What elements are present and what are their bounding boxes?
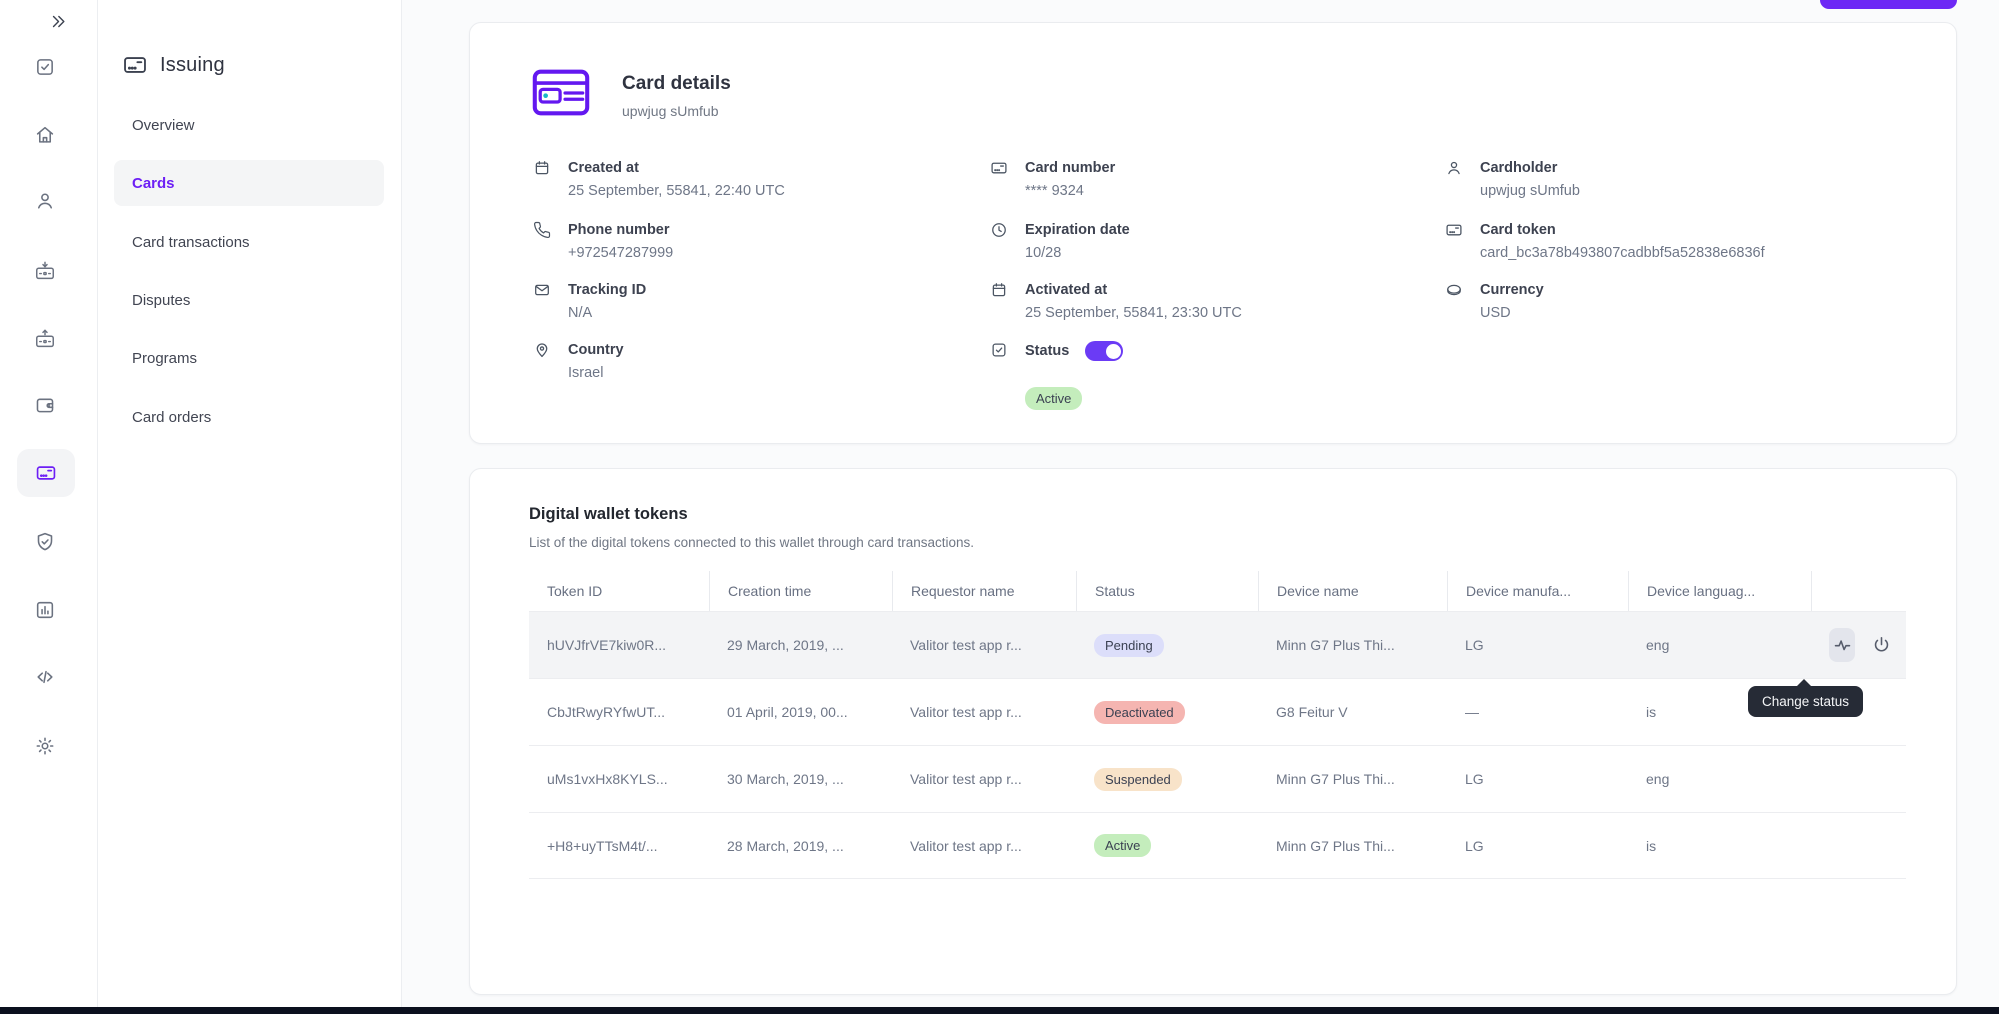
sidebar-item-overview[interactable]: Overview <box>132 116 195 134</box>
clock-icon <box>990 221 1008 239</box>
tokens-table: Token ID Creation time Requestor name St… <box>529 571 1906 879</box>
table-row[interactable]: uMs1vxHx8KYLS... 30 March, 2019, ... Val… <box>529 745 1906 812</box>
card-in-icon[interactable] <box>22 248 68 294</box>
rail-item-issuing-card-icon[interactable] <box>17 449 75 497</box>
row-status-badge: Deactivated <box>1094 700 1185 724</box>
map-pin-icon <box>533 341 551 359</box>
col-status[interactable]: Status <box>1076 571 1258 611</box>
col-actions <box>1811 571 1906 611</box>
field-currency: Currency USD <box>1447 281 1544 321</box>
bottom-edge-bar <box>0 1007 1999 1014</box>
user-icon <box>1445 159 1463 177</box>
sidebar-header: Issuing <box>122 52 225 78</box>
coin-icon <box>1445 281 1463 299</box>
tasks-checkbox-icon[interactable] <box>22 44 68 90</box>
home-icon[interactable] <box>22 112 68 158</box>
row-status-badge: Active <box>1094 834 1152 857</box>
settings-gear-icon[interactable] <box>22 723 68 769</box>
reports-chart-icon[interactable] <box>22 587 68 633</box>
change-status-button[interactable] <box>1829 628 1855 662</box>
calendar-icon <box>533 159 551 177</box>
cardholder-subtitle: upwjug sUmfub <box>622 103 719 119</box>
field-country: Country Israel <box>536 341 624 381</box>
col-creation-time[interactable]: Creation time <box>709 571 892 611</box>
table-row[interactable]: hUVJfrVE7kiw0R... 29 March, 2019, ... Va… <box>529 611 1906 678</box>
table-header-row: Token ID Creation time Requestor name St… <box>529 571 1906 611</box>
status-toggle[interactable] <box>1085 341 1124 361</box>
col-device-name[interactable]: Device name <box>1258 571 1447 611</box>
field-status: Status Active <box>992 341 1124 410</box>
checkbox-icon <box>990 341 1008 359</box>
sidebar-item-disputes[interactable]: Disputes <box>132 291 191 309</box>
page-title: Card details <box>622 73 731 94</box>
sidebar-item-card-orders[interactable]: Card orders <box>132 408 212 426</box>
digital-wallet-tokens-panel: Digital wallet tokens List of the digita… <box>469 468 1957 995</box>
row-status-badge: Suspended <box>1094 767 1182 791</box>
row-status-badge: Pending <box>1094 633 1164 657</box>
field-phone-number: Phone number +972547287999 <box>533 221 673 261</box>
field-card-token: Card token card_bc3a78b493807cadbbf5a528… <box>1446 221 1765 261</box>
issuing-sidebar: Issuing Overview Cards Card transactions… <box>98 0 402 1007</box>
field-cardholder: Cardholder upwjug sUmfub <box>1448 159 1580 199</box>
col-requestor-name[interactable]: Requestor name <box>892 571 1076 611</box>
pulse-icon <box>1834 639 1850 650</box>
credit-card-icon <box>1445 221 1463 239</box>
col-token-id[interactable]: Token ID <box>547 583 603 599</box>
phone-icon <box>533 221 551 239</box>
sidebar-item-programs[interactable]: Programs <box>132 349 198 367</box>
field-activated-at: Activated at 25 September, 55841, 23:30 … <box>992 281 1242 321</box>
change-status-tooltip: Change status <box>1748 679 1864 717</box>
sidebar-title: Issuing <box>160 53 225 76</box>
developers-code-icon[interactable] <box>22 654 68 700</box>
card-details-panel: Card details upwjug sUmfub Created at 25… <box>469 22 1957 444</box>
power-icon <box>1874 636 1888 651</box>
sidebar-item-cards[interactable]: Cards <box>114 160 384 206</box>
issuing-card-icon <box>124 57 146 73</box>
compliance-shield-icon[interactable] <box>22 519 68 565</box>
field-tracking-id: Tracking ID N/A <box>535 281 646 321</box>
wallet-icon[interactable] <box>22 382 68 428</box>
table-row[interactable]: +H8+uyTTsM4t/... 28 March, 2019, ... Val… <box>529 812 1906 879</box>
credit-card-icon <box>990 159 1008 177</box>
deactivate-power-button[interactable] <box>1868 628 1894 662</box>
field-created-at: Created at 25 September, 55841, 22:40 UT… <box>535 159 785 199</box>
icon-rail <box>0 0 98 1007</box>
primary-action-button[interactable] <box>1820 0 1957 9</box>
sidebar-expand-icon[interactable] <box>44 8 72 34</box>
card-details-icon <box>532 69 590 116</box>
field-expiration-date: Expiration date 10/28 <box>992 221 1130 261</box>
calendar-icon <box>990 281 1008 299</box>
col-device-manufacturer[interactable]: Device manufa... <box>1447 571 1628 611</box>
envelope-icon <box>533 281 551 299</box>
card-out-icon[interactable] <box>22 316 68 362</box>
section-subtitle: List of the digital tokens connected to … <box>529 535 975 550</box>
status-badge: Active <box>1025 387 1083 410</box>
field-card-number: Card number **** 9324 <box>991 159 1115 199</box>
col-device-language[interactable]: Device languag... <box>1628 571 1811 611</box>
table-row[interactable]: CbJtRwyRYfwUT... 01 April, 2019, 00... V… <box>529 678 1906 745</box>
section-title: Digital wallet tokens <box>529 505 688 523</box>
sidebar-item-card-transactions[interactable]: Card transactions <box>132 233 250 251</box>
customers-user-icon[interactable] <box>22 178 68 224</box>
